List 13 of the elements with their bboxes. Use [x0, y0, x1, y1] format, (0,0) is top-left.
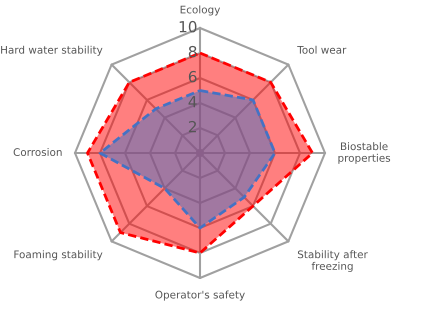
- spoke-label: Hard water stability: [1, 46, 102, 56]
- y-tick-label: 6: [188, 70, 197, 82]
- y-tick-label: 8: [188, 46, 196, 58]
- y-tick-label: 10: [180, 20, 196, 32]
- spoke-label: Corrosion: [14, 148, 62, 156]
- spoke-label: Tool wear: [297, 46, 346, 54]
- spoke-label: Foaming stability: [14, 250, 102, 260]
- y-tick-label: 4: [188, 96, 197, 108]
- spoke-label: Biostable properties: [338, 142, 390, 164]
- spoke-label: Stability after freezing: [298, 250, 368, 272]
- spoke-label: Operator's safety: [155, 290, 245, 301]
- y-tick-label: 2: [188, 120, 196, 132]
- spoke-label: Ecology: [180, 5, 220, 16]
